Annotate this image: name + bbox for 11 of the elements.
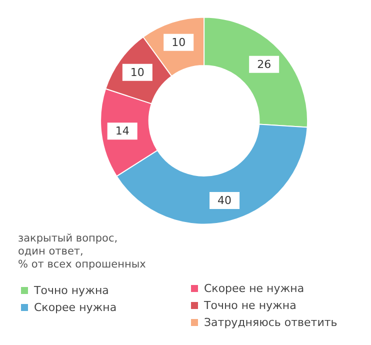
- data-label: 40: [218, 194, 232, 208]
- data-label: 14: [115, 124, 130, 138]
- data-label: 26: [257, 58, 272, 71]
- text: закрытый вопрос, один ответ, % от всех опрошенных: [18, 232, 146, 270]
- legend-label: Скорее нужна: [34, 301, 117, 314]
- legend-label: Затрудняюсь ответить: [204, 316, 338, 329]
- legend-label: Точно нужна: [33, 284, 109, 297]
- data-label: 10: [172, 36, 186, 49]
- legend-label: Точно не нужна: [203, 299, 296, 312]
- data-label: 10: [130, 66, 144, 79]
- legend-label: Скорее не нужна: [204, 282, 304, 295]
